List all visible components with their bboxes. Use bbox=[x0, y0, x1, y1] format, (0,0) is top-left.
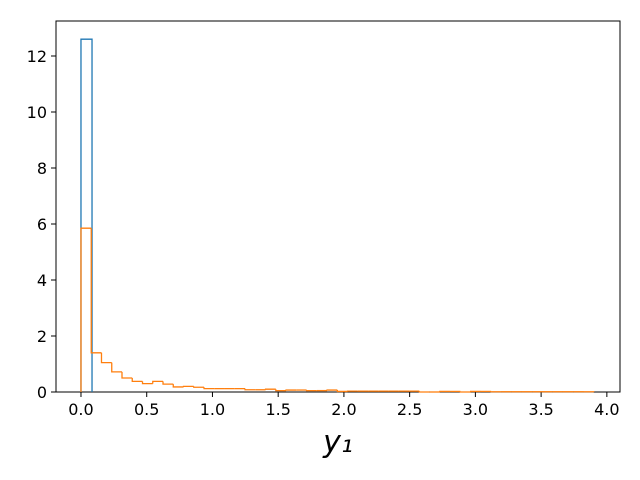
histogram-bin bbox=[244, 388, 256, 391]
histogram-bin bbox=[203, 387, 215, 390]
x-axis-label: y₁ bbox=[322, 425, 353, 460]
histogram-bin bbox=[111, 362, 122, 373]
histogram-bin bbox=[100, 352, 112, 364]
histogram-bin bbox=[172, 384, 184, 388]
y-tick-label: 0 bbox=[37, 383, 47, 402]
histogram-bin bbox=[264, 388, 276, 390]
histogram-bin bbox=[121, 371, 133, 379]
x-tick-label: 0.5 bbox=[134, 400, 159, 419]
histogram-bin bbox=[470, 390, 481, 393]
y-tick-label: 10 bbox=[27, 103, 47, 122]
histogram-bin bbox=[275, 389, 287, 392]
x-tick-label: 2.5 bbox=[397, 400, 422, 419]
histogram-bin bbox=[459, 391, 471, 393]
x-tick-label: 2.0 bbox=[331, 400, 356, 419]
x-tick-label: 4.0 bbox=[594, 400, 619, 419]
histogram-bin bbox=[80, 227, 92, 392]
histogram-bin bbox=[326, 389, 338, 391]
histogram-bin bbox=[305, 389, 317, 392]
x-tick-label: 1.0 bbox=[200, 400, 225, 419]
histogram-bin bbox=[90, 228, 102, 354]
histogram-bin bbox=[80, 38, 93, 392]
x-tick-label: 3.0 bbox=[463, 400, 488, 419]
histogram-bin bbox=[193, 386, 205, 388]
y-tick-label: 4 bbox=[37, 271, 47, 290]
histogram-bin bbox=[182, 385, 194, 388]
histogram-bin bbox=[152, 380, 164, 384]
x-tick-label: 1.5 bbox=[265, 400, 290, 419]
histogram-bin bbox=[336, 390, 348, 393]
histogram-bin bbox=[285, 389, 297, 391]
y-tick-label: 12 bbox=[27, 47, 47, 66]
x-tick-label: 3.5 bbox=[528, 400, 553, 419]
plot-frame bbox=[55, 20, 621, 393]
histogram-bin bbox=[131, 378, 143, 383]
y-tick-label: 8 bbox=[37, 159, 47, 178]
y-tick-label: 6 bbox=[37, 215, 47, 234]
y-tick-label: 2 bbox=[37, 327, 47, 346]
histogram-bin bbox=[141, 381, 153, 385]
histogram-bin bbox=[439, 390, 451, 393]
x-tick-label: 0.0 bbox=[68, 400, 93, 419]
histogram-bin bbox=[162, 381, 174, 385]
histogram-bin bbox=[418, 391, 430, 393]
